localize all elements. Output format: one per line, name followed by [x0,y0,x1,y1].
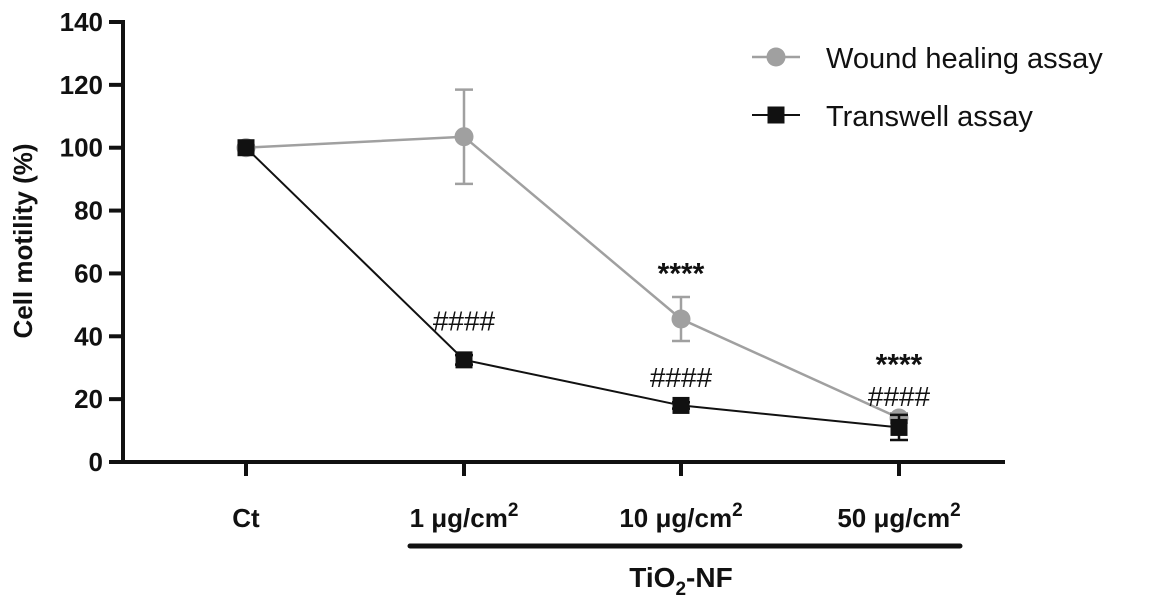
x-tick-label-sup: 2 [508,500,519,521]
group-label-rest: -NF [686,562,733,593]
y-tick-label: 40 [74,321,103,351]
x-tick-label: 1 μg/cm2 [410,500,519,533]
group-label: TiO2-NF [629,562,732,600]
x-tick-label: 50 μg/cm2 [837,500,960,533]
x-tick-label-sup: 2 [950,500,961,521]
legend-marker [767,106,785,124]
x-tick-label-sup: 2 [732,500,743,521]
y-tick-label: 0 [89,447,103,477]
x-ticks: Ct 1 μg/cm2 10 μg/cm2 50 μg/cm2 [232,462,961,533]
x-tick-label-main: 50 μg/cm [837,503,950,533]
series-line [245,146,900,429]
significance-hashes: #### [650,362,713,393]
data-point [890,418,908,436]
significance-stars: **** [658,257,705,290]
y-tick-label: 120 [60,70,103,100]
legend: Wound healing assay Transwell assay [752,43,1103,133]
x-tick-label-main: 1 μg/cm [410,503,508,533]
group-label-sub: 2 [675,579,686,600]
series-layer [236,88,909,442]
y-tick-label: 140 [60,7,103,37]
y-tick-label: 60 [74,258,103,288]
group-label-main: TiO [629,562,675,593]
annotation-layer: ####****#### ****#### [433,257,931,412]
series-transwell [237,139,908,442]
group-bracket: TiO2-NF [407,543,963,600]
series-line [245,135,900,420]
x-tick-label: 10 μg/cm2 [619,500,742,533]
significance-hashes: #### [433,306,496,337]
data-point [237,139,255,157]
y-ticks: 0 20 40 60 80 100 120 140 [60,7,123,477]
y-tick-label: 20 [74,384,103,414]
x-tick-label-main: Ct [232,503,260,533]
legend-label: Transwell assay [826,101,1033,133]
legend-marker [766,47,786,67]
y-axis-label: Cell motility (%) [8,143,38,338]
y-tick-label: 80 [74,196,103,226]
data-point [672,396,690,414]
x-tick-label: Ct [232,503,260,533]
data-point [671,309,691,329]
significance-hashes: #### [868,381,931,412]
x-tick-label-main: 10 μg/cm [619,503,732,533]
data-point [455,351,473,369]
series-wound-healing [236,88,909,428]
legend-label: Wound healing assay [826,43,1103,75]
y-tick-label: 100 [60,133,103,163]
significance-stars: **** [876,349,923,382]
data-point [454,127,474,147]
